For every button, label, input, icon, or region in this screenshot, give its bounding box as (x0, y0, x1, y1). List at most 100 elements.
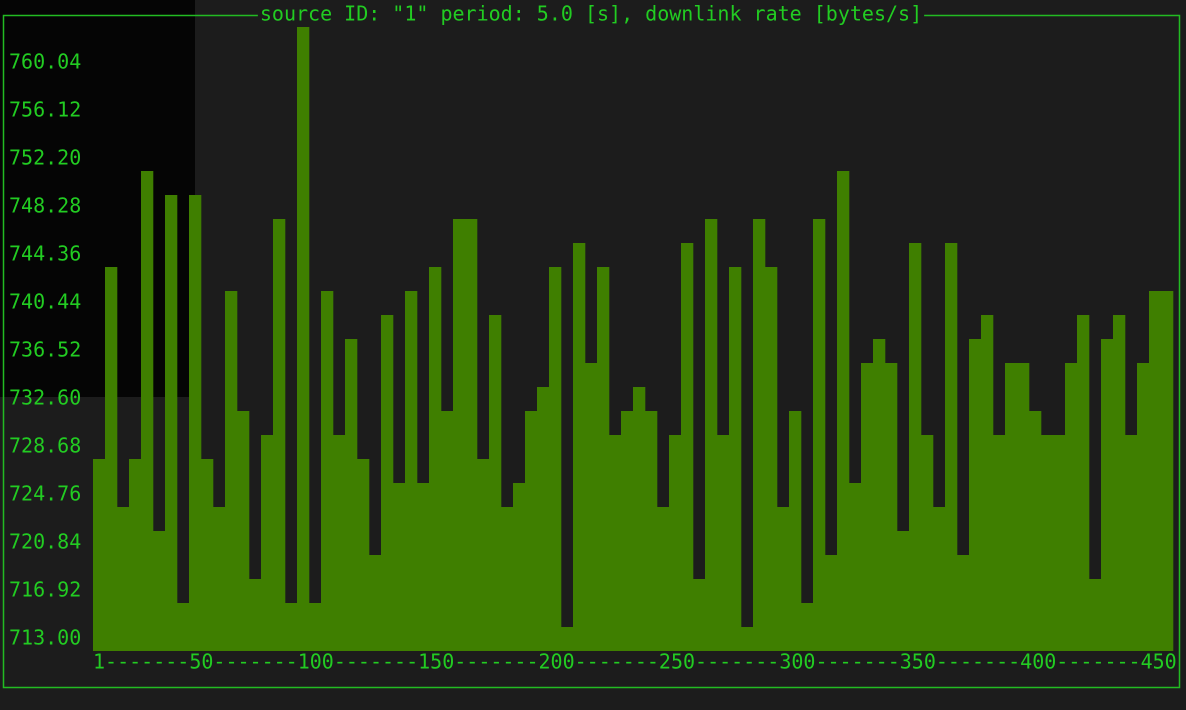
title-background (257, 1, 925, 26)
bar (537, 387, 550, 651)
x-axis-label: 1-------50-------100-------150-------200… (93, 650, 1177, 674)
bar (1101, 339, 1114, 651)
y-tick-label: 748.28 (9, 194, 81, 218)
bar (153, 531, 166, 651)
y-tick-label: 736.52 (9, 338, 81, 362)
bar (189, 195, 202, 651)
bar (93, 459, 106, 651)
bar (1065, 363, 1078, 651)
bar (717, 435, 730, 651)
bar (1029, 411, 1042, 651)
bar (117, 507, 130, 651)
bar (1053, 435, 1066, 651)
bar (345, 339, 358, 651)
bar (921, 435, 934, 651)
bar (321, 291, 334, 651)
bar (873, 339, 886, 651)
bar (861, 363, 874, 651)
bar (597, 267, 610, 651)
bar (177, 603, 190, 651)
y-tick-label: 744.36 (9, 242, 81, 266)
chart-title: source ID: "1" period: 5.0 [s], downlink… (260, 2, 922, 26)
bar (1149, 291, 1162, 651)
bar (357, 459, 370, 651)
bar (1125, 435, 1138, 651)
bar (369, 555, 382, 651)
bar (633, 387, 646, 651)
y-tick-label: 740.44 (9, 290, 81, 314)
bar (309, 603, 322, 651)
bar (897, 531, 910, 651)
y-tick-label: 728.68 (9, 434, 81, 458)
bar (741, 627, 754, 651)
bar (825, 555, 838, 651)
bar (129, 459, 142, 651)
bar (1161, 291, 1174, 651)
bar (609, 435, 622, 651)
bar (1005, 363, 1018, 651)
bar (657, 507, 670, 651)
bar (645, 411, 658, 651)
bar (261, 435, 274, 651)
bar (297, 27, 310, 651)
bar (885, 363, 898, 651)
bar (465, 219, 478, 651)
bar (441, 411, 454, 651)
y-tick-label: 756.12 (9, 98, 81, 122)
y-tick-label: 724.76 (9, 482, 81, 506)
bar (585, 363, 598, 651)
bar (981, 315, 994, 651)
y-tick-label: 716.92 (9, 578, 81, 602)
window-shadow (0, 0, 195, 397)
bar (201, 459, 214, 651)
bar (429, 267, 442, 651)
bar (549, 267, 562, 651)
bar (249, 579, 262, 651)
bar (849, 483, 862, 651)
bar (513, 483, 526, 651)
bar (525, 411, 538, 651)
bar (753, 219, 766, 651)
bar (801, 603, 814, 651)
plot (93, 27, 1174, 651)
bar (213, 507, 226, 651)
bar (225, 291, 238, 651)
bar (477, 459, 490, 651)
bar (933, 507, 946, 651)
bar (141, 171, 154, 651)
bar (837, 171, 850, 651)
bar (777, 507, 790, 651)
bar (405, 291, 418, 651)
bar (765, 267, 778, 651)
bar (1041, 435, 1054, 651)
bar (945, 243, 958, 651)
bar (561, 627, 574, 651)
bar (333, 435, 346, 651)
bar (729, 267, 742, 651)
bar (417, 483, 430, 651)
bar (705, 219, 718, 651)
bar (681, 243, 694, 651)
bar (1017, 363, 1030, 651)
bar (165, 195, 178, 651)
bar (1089, 579, 1102, 651)
bar (969, 339, 982, 651)
bar (237, 411, 250, 651)
bar (1137, 363, 1150, 651)
y-tick-label: 760.04 (9, 50, 81, 74)
bar (489, 315, 502, 651)
bar (621, 411, 634, 651)
bar (285, 603, 298, 651)
bar (909, 243, 922, 651)
bar (381, 315, 394, 651)
y-tick-label: 752.20 (9, 146, 81, 170)
bar (105, 267, 118, 651)
bar (453, 219, 466, 651)
bar (393, 483, 406, 651)
y-tick-label: 732.60 (9, 386, 81, 410)
bar (273, 219, 286, 651)
bar (813, 219, 826, 651)
bar (693, 579, 706, 651)
